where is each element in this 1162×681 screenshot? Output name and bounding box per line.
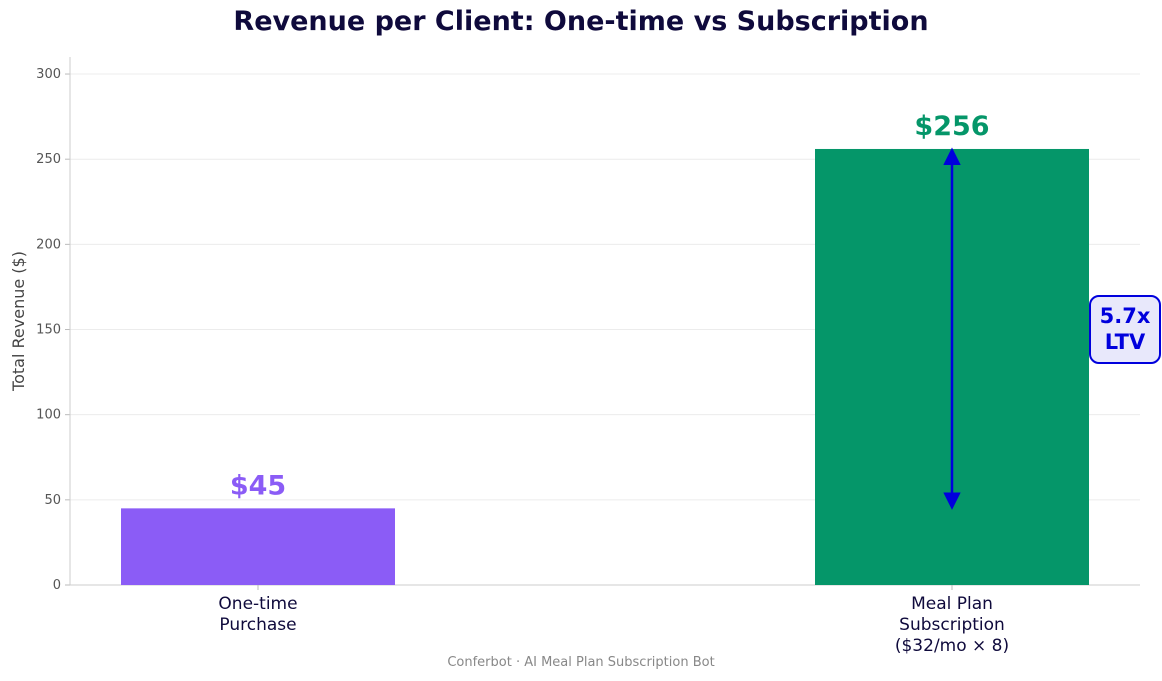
ltv-annotation-box — [1089, 295, 1161, 364]
bar-value-label: $256 — [914, 111, 989, 142]
x-tick-label: ($32/mo × 8) — [895, 636, 1009, 656]
y-tick-label: 200 — [36, 237, 61, 252]
y-tick-label: 100 — [36, 408, 61, 423]
x-tick-label: Meal Plan — [911, 594, 993, 614]
x-tick-label: One-time — [218, 594, 297, 614]
ltv-annotation-text: 5.7x — [1100, 304, 1151, 328]
x-tick-label: Subscription — [899, 615, 1005, 635]
y-tick-label: 250 — [36, 152, 61, 167]
bar-value-label: $45 — [230, 470, 286, 501]
y-tick-label: 50 — [44, 493, 61, 508]
x-tick-label: Purchase — [219, 615, 296, 635]
y-tick-label: 0 — [53, 578, 61, 593]
y-tick-label: 150 — [36, 323, 61, 338]
ltv-annotation-text: LTV — [1105, 330, 1146, 354]
y-tick-label: 300 — [36, 67, 61, 82]
chart-title: Revenue per Client: One-time vs Subscrip… — [233, 6, 929, 37]
bar — [121, 508, 395, 585]
y-axis-label: Total Revenue ($) — [9, 251, 28, 392]
chart-footer: Conferbot · AI Meal Plan Subscription Bo… — [447, 655, 715, 670]
